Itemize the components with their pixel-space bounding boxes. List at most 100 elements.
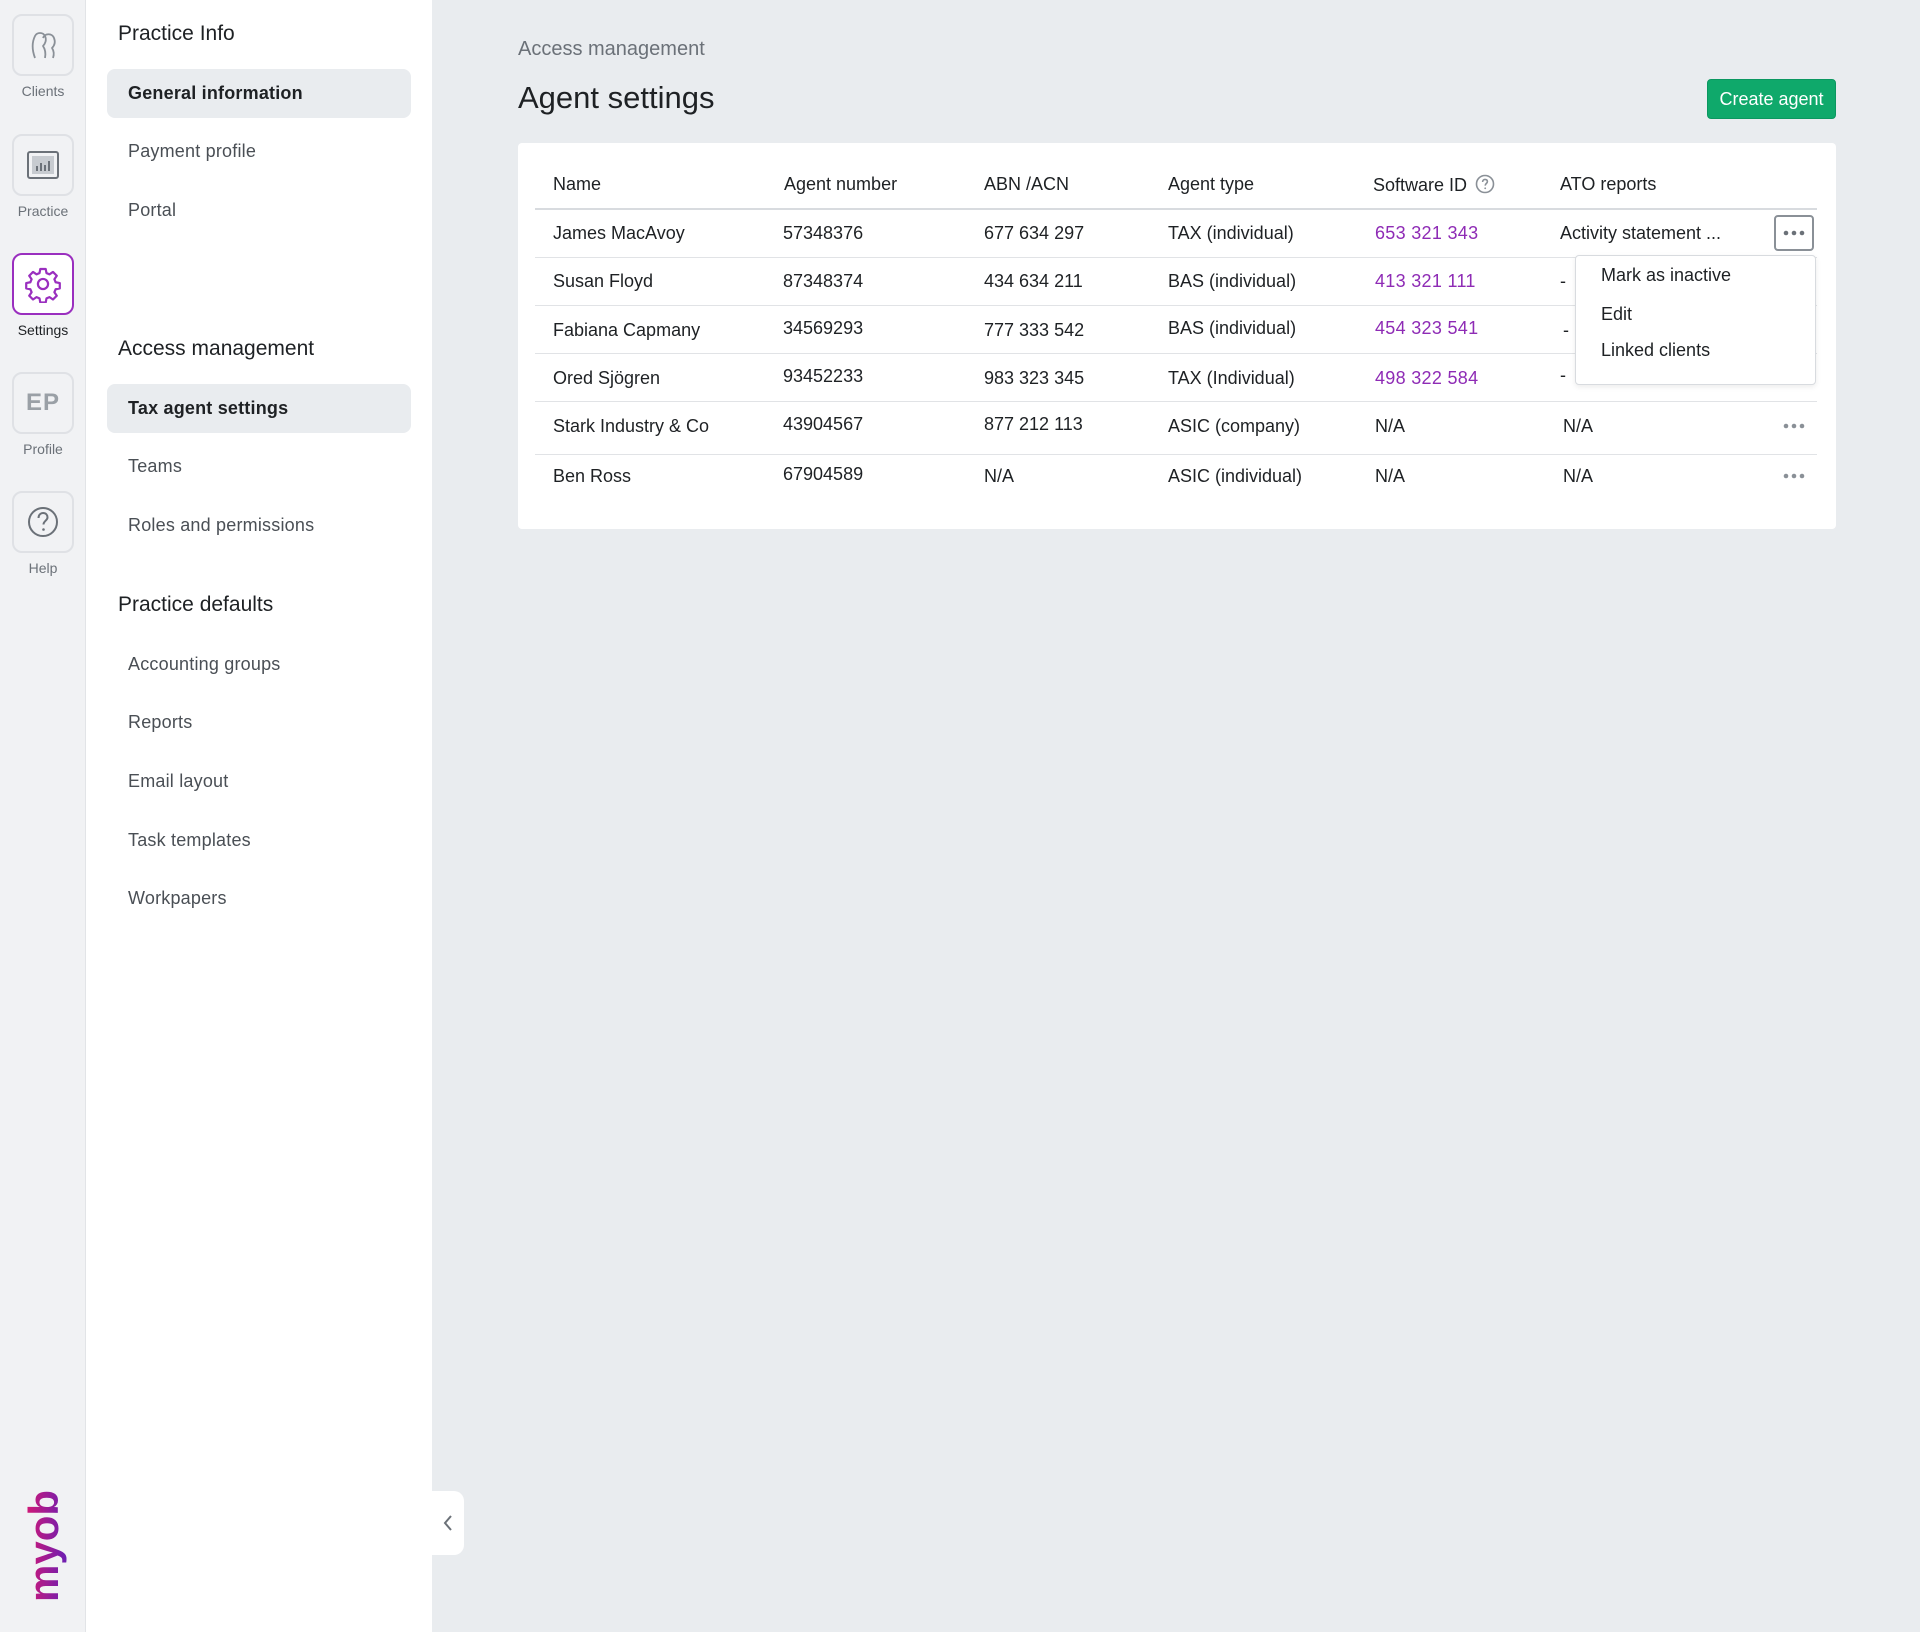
cell-abn: 677 634 297 [984, 223, 1085, 243]
section-title-practice-defaults: Practice defaults [118, 593, 274, 616]
cell-ato-reports: Activity statement ... [1560, 223, 1722, 243]
collapse-sidenav-button[interactable] [432, 1491, 464, 1555]
sidenav-item-payment-profile[interactable]: Payment profile [128, 141, 257, 161]
cell-abn: N/A [984, 466, 1015, 486]
cell-agent-number: 43904567 [783, 414, 864, 434]
sidenav-item-roles-and-permissions[interactable]: Roles and permissions [128, 515, 315, 535]
row-actions-menu: Mark as inactive Edit Linked clients [1575, 255, 1816, 385]
sidenav-item-workpapers[interactable]: Workpapers [128, 888, 227, 908]
chevron-left-icon [443, 1515, 452, 1531]
rail-item-settings[interactable]: Settings [0, 253, 86, 338]
column-header-name[interactable]: Name [553, 174, 602, 194]
column-header-abn-acn[interactable]: ABN /ACN [984, 174, 1070, 194]
agents-table-card: Name Agent number ABN /ACN Agent type So… [518, 143, 1836, 529]
section-title-practice-info: Practice Info [118, 22, 235, 45]
cell-abn: 777 333 542 [984, 320, 1085, 340]
profile-button[interactable]: EP [12, 372, 74, 434]
menu-item-linked-clients[interactable]: Linked clients [1601, 340, 1711, 360]
row-actions-button[interactable] [1774, 215, 1814, 251]
cell-agent-type: TAX (individual) [1168, 223, 1294, 243]
profile-label: Profile [23, 441, 63, 457]
cell-agent-number: 87348374 [783, 271, 864, 291]
cell-name: Stark Industry & Co [553, 416, 710, 436]
rail-item-help[interactable]: Help [0, 491, 86, 576]
cell-ato-reports: N/A [1563, 416, 1594, 436]
gear-icon [25, 267, 61, 303]
row-divider [535, 454, 1817, 455]
row-divider [535, 401, 1817, 402]
cell-software-id-link[interactable]: 653 321 343 [1375, 223, 1479, 243]
cell-ato-reports: - [1563, 320, 1569, 340]
row-divider [535, 257, 1817, 258]
more-horizontal-icon [1783, 230, 1805, 236]
cell-software-id-link[interactable]: 498 322 584 [1375, 368, 1479, 388]
more-horizontal-icon [1783, 473, 1805, 479]
column-header-software-id: Software ID [1373, 174, 1495, 196]
cell-agent-number: 67904589 [783, 464, 864, 484]
more-horizontal-icon [1783, 423, 1805, 429]
cell-name: Susan Floyd [553, 271, 654, 291]
sidenav-item-task-templates[interactable]: Task templates [128, 830, 251, 850]
menu-item-edit[interactable]: Edit [1601, 304, 1633, 324]
cell-software-id-link[interactable]: 413 321 111 [1375, 271, 1476, 291]
cell-agent-type: TAX (Individual) [1168, 368, 1295, 388]
sidenav-item-portal[interactable]: Portal [128, 200, 177, 220]
settings-button[interactable] [12, 253, 74, 315]
settings-label: Settings [17, 322, 69, 338]
sidenav-item-teams[interactable]: Teams [128, 456, 183, 476]
cell-ato-reports: N/A [1563, 466, 1594, 486]
cell-agent-number: 57348376 [783, 223, 864, 243]
help-label: Help [28, 560, 58, 576]
column-header-agent-type[interactable]: Agent type [1168, 174, 1255, 194]
cell-ato-reports: - [1560, 271, 1566, 291]
row-divider [535, 305, 1817, 306]
svg-text:myob: myob [20, 1490, 67, 1602]
clients-button[interactable] [12, 14, 74, 76]
cell-software-id: N/A [1375, 466, 1406, 486]
sidenav-item-accounting-groups[interactable]: Accounting groups [128, 654, 281, 674]
breadcrumb[interactable]: Access management [518, 38, 705, 60]
avatar: EP [25, 389, 60, 416]
cell-software-id-link[interactable]: 454 323 541 [1375, 318, 1479, 338]
clients-icon [31, 32, 56, 59]
rail-item-clients[interactable]: Clients [0, 14, 86, 99]
row-divider [535, 353, 1817, 354]
myob-logo: myob [20, 1490, 67, 1602]
cell-name: Ored Sjögren [553, 368, 661, 388]
help-circle-icon[interactable] [1475, 174, 1495, 194]
help-button[interactable] [12, 491, 74, 553]
cell-agent-type: BAS (individual) [1168, 271, 1297, 291]
icon-rail: Clients Practice Settings EP Pr [0, 0, 86, 1632]
row-actions-button[interactable] [1774, 408, 1814, 444]
clients-label: Clients [21, 83, 65, 99]
create-agent-button[interactable]: Create agent [1707, 79, 1836, 119]
cell-abn: 983 323 345 [984, 368, 1085, 388]
cell-abn: 877 212 113 [984, 414, 1083, 434]
cell-name: Ben Ross [553, 466, 632, 486]
sidenav-item-reports[interactable]: Reports [128, 712, 193, 732]
practice-button[interactable] [12, 134, 74, 196]
column-header-agent-number[interactable]: Agent number [784, 174, 898, 194]
row-actions-button[interactable] [1774, 458, 1814, 494]
sidenav-item-tax-agent-settings[interactable]: Tax agent settings [107, 384, 411, 433]
column-header-ato-reports[interactable]: ATO reports [1560, 174, 1657, 194]
practice-icon [27, 151, 59, 179]
help-icon [28, 507, 58, 537]
header-divider [535, 208, 1817, 210]
sidenav-item-general-information[interactable]: General information [107, 69, 411, 118]
practice-label: Practice [17, 203, 69, 219]
sidenav-item-email-layout[interactable]: Email layout [128, 771, 229, 791]
cell-name: Fabiana Capmany [553, 320, 701, 340]
page-title: Agent settings [518, 80, 715, 115]
section-title-access-management: Access management [118, 337, 315, 360]
cell-software-id: N/A [1375, 416, 1406, 436]
cell-name: James MacAvoy [553, 223, 685, 243]
cell-agent-type: ASIC (individual) [1168, 466, 1303, 486]
software-id-header-label[interactable]: Software ID [1373, 175, 1468, 195]
rail-item-profile[interactable]: EP Profile [0, 372, 86, 457]
cell-agent-type: ASIC (company) [1168, 416, 1301, 436]
rail-item-practice[interactable]: Practice [0, 134, 86, 219]
settings-sidenav: Practice Info General information Paymen… [86, 0, 432, 1632]
menu-item-mark-as-inactive[interactable]: Mark as inactive [1601, 265, 1732, 285]
cell-ato-reports: - [1560, 365, 1566, 385]
